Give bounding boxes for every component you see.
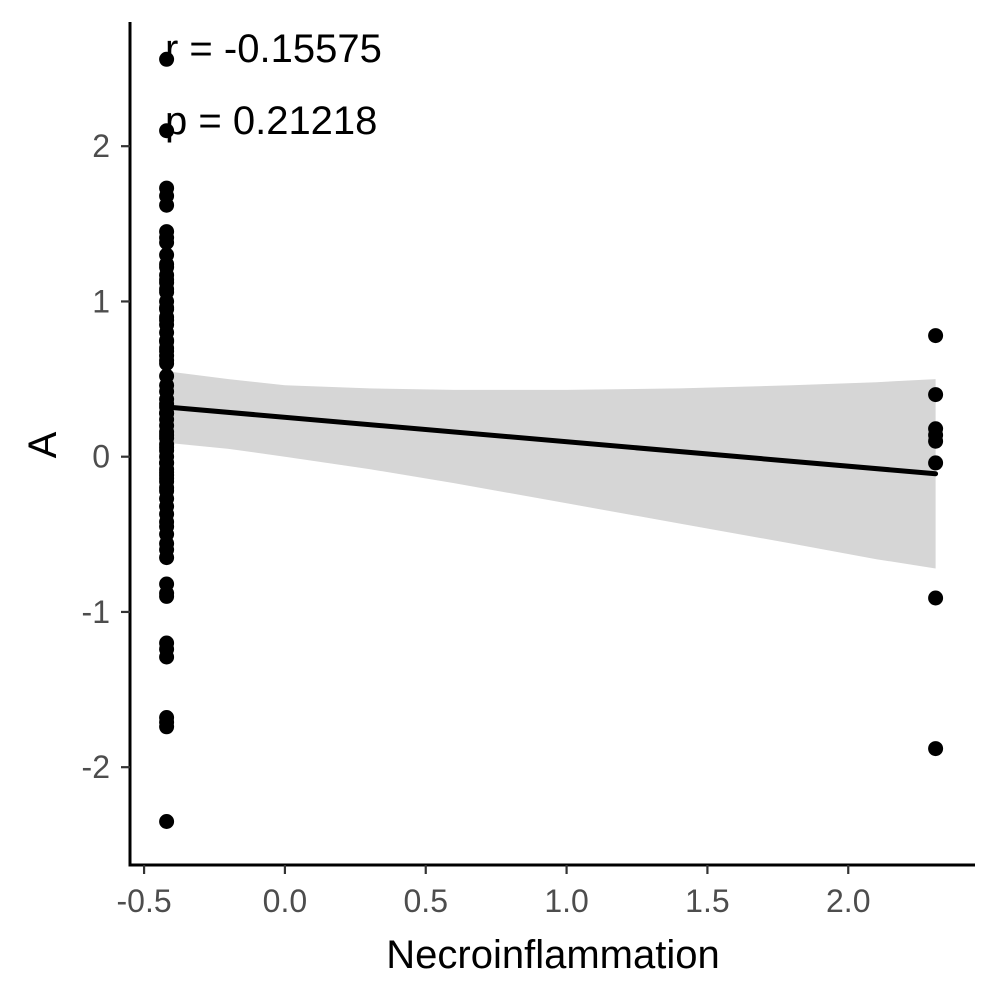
- data-point: [159, 312, 175, 328]
- data-point: [159, 814, 175, 829]
- data-point: [159, 377, 175, 393]
- data-point: [159, 272, 175, 288]
- x-tick-label: 0.0: [263, 883, 307, 919]
- data-point: [159, 719, 175, 735]
- data-point: [159, 352, 175, 368]
- data-point: [928, 741, 944, 757]
- data-point: [159, 470, 175, 486]
- p-value-annotation: p = 0.21218: [165, 99, 377, 143]
- data-point: [159, 123, 175, 139]
- y-tick-label: 1: [92, 283, 110, 319]
- regression-line-layer: [164, 404, 939, 477]
- y-axis-ticks: -2 -1 0 1 2: [82, 128, 130, 785]
- y-tick-label: -1: [82, 594, 110, 630]
- x-tick-label: 1.5: [685, 883, 729, 919]
- data-point: [928, 387, 944, 403]
- y-axis-title: A: [21, 431, 65, 458]
- data-point: [159, 550, 175, 566]
- x-tick-label: 0.5: [404, 883, 448, 919]
- regression-line: [164, 404, 939, 477]
- y-tick-label: 0: [92, 439, 110, 475]
- data-point: [159, 256, 175, 272]
- x-axis-ticks: -0.5 0.0 0.5 1.0 1.5 2.0: [117, 865, 870, 919]
- data-point: [928, 433, 944, 449]
- data-point: [159, 514, 175, 530]
- data-point: [159, 396, 175, 412]
- x-tick-label: -0.5: [117, 883, 172, 919]
- y-tick-label: -2: [82, 749, 110, 785]
- data-point: [928, 590, 944, 606]
- data-point: [159, 197, 175, 213]
- x-axis-title: Necroinflammation: [386, 933, 719, 977]
- data-point: [928, 455, 944, 471]
- data-point: [928, 328, 944, 344]
- confidence-band: [166, 371, 936, 569]
- x-tick-label: 1.0: [544, 883, 588, 919]
- data-point: [159, 455, 175, 471]
- y-tick-label: 2: [92, 128, 110, 164]
- confidence-band-layer: [166, 371, 936, 569]
- data-point: [159, 235, 175, 250]
- data-point: [159, 334, 175, 350]
- correlation-annotation: r = -0.15575: [165, 27, 382, 71]
- data-point: [159, 439, 175, 455]
- data-point: [159, 588, 175, 604]
- data-point: [159, 427, 175, 443]
- data-point: [159, 649, 175, 665]
- x-tick-label: 2.0: [826, 883, 870, 919]
- data-points-layer: [159, 51, 944, 829]
- data-point: [159, 300, 175, 316]
- data-point: [159, 51, 175, 67]
- data-point: [159, 483, 175, 499]
